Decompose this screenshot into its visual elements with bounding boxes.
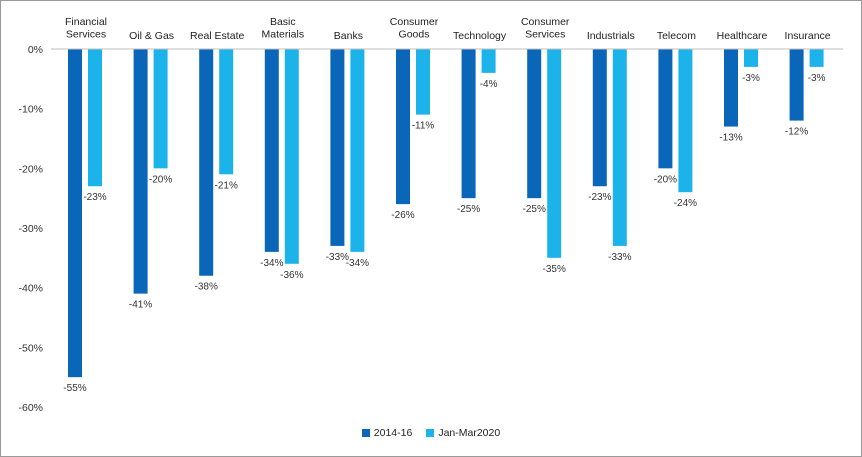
category-label: Consumer Services	[521, 16, 570, 41]
category-label: Healthcare	[717, 30, 768, 42]
legend-label-series-2: Jan-Mar2020	[438, 427, 501, 439]
category-label: Basic Materials	[261, 16, 304, 41]
data-label-series-2: -11%	[412, 121, 435, 132]
bar-series-2	[284, 49, 299, 264]
category-label: Industrials	[587, 30, 635, 42]
data-label-series-2: -3%	[742, 73, 760, 84]
legend: 2014-16 Jan-Mar2020	[1, 427, 861, 439]
bar-series-1	[724, 49, 738, 127]
bar-series-1	[527, 49, 542, 199]
y-tick-label: -60%	[18, 402, 43, 414]
data-label-series-2: -4%	[480, 79, 498, 90]
bar-series-1	[133, 49, 148, 294]
bar-series-2	[678, 49, 693, 193]
y-tick-label: 0%	[28, 44, 43, 56]
bar-series-1	[658, 49, 673, 169]
category-label: Real Estate	[190, 30, 244, 42]
data-label-series-1: -25%	[457, 204, 480, 215]
data-label-series-1: -13%	[719, 133, 742, 144]
bar-series-2	[416, 49, 430, 115]
category-label: Consumer Goods	[390, 16, 439, 41]
legend-item-series-2: Jan-Mar2020	[426, 427, 500, 439]
data-label-series-2: -24%	[674, 198, 697, 209]
category-label: Insurance	[785, 30, 831, 42]
data-label-series-1: -41%	[129, 300, 152, 311]
data-label-series-1: -26%	[391, 210, 414, 221]
bar-series-2	[612, 49, 627, 246]
bar-series-1	[789, 49, 804, 121]
bar-series-1	[396, 49, 410, 205]
data-label-series-1: -34%	[260, 258, 283, 269]
bar-series-1	[264, 49, 279, 252]
y-tick-label: -20%	[18, 163, 43, 175]
bar-series-1	[68, 49, 82, 378]
bar-series-1	[330, 49, 345, 246]
legend-label-series-1: 2014-16	[373, 427, 413, 439]
category-label: Oil & Gas	[129, 30, 174, 42]
data-label-series-2: -21%	[215, 180, 238, 191]
bar-series-1	[461, 49, 476, 199]
category-label: Financial Services	[65, 16, 107, 41]
y-tick-label: -30%	[18, 223, 43, 235]
data-label-series-2: -33%	[608, 252, 631, 263]
bar-series-2	[153, 49, 168, 169]
bar-series-2	[809, 49, 824, 67]
data-label-series-2: -23%	[83, 192, 106, 203]
y-tick-label: -40%	[18, 283, 43, 295]
bar-series-2	[547, 49, 562, 258]
data-label-series-2: -34%	[346, 258, 369, 269]
data-label-series-2: -3%	[808, 73, 826, 84]
data-label-series-1: -33%	[326, 252, 349, 263]
data-label-series-1: -25%	[523, 204, 546, 215]
data-label-series-1: -23%	[588, 192, 611, 203]
bar-series-1	[199, 49, 214, 276]
data-label-series-2: -20%	[149, 174, 172, 185]
data-label-series-2: -35%	[543, 264, 566, 275]
y-tick-label: -10%	[18, 104, 43, 116]
data-label-series-1: -20%	[654, 174, 677, 185]
bar-series-2	[744, 49, 758, 67]
category-label: Telecom	[657, 30, 696, 42]
data-label-series-1: -12%	[785, 127, 808, 138]
bar-series-2	[88, 49, 102, 187]
data-label-series-1: -38%	[195, 282, 218, 293]
legend-swatch-series-1	[361, 429, 370, 437]
bar-series-2	[481, 49, 496, 73]
bar-series-1	[592, 49, 607, 187]
category-label: Banks	[334, 30, 363, 42]
bar-series-2	[350, 49, 365, 252]
legend-item-series-1: 2014-16	[361, 427, 413, 439]
legend-swatch-series-2	[426, 429, 435, 437]
bar-series-2	[219, 49, 234, 175]
category-label: Technology	[453, 30, 507, 42]
data-label-series-1: -55%	[63, 383, 86, 394]
data-label-series-2: -36%	[280, 270, 303, 281]
y-tick-label: -50%	[18, 342, 43, 354]
